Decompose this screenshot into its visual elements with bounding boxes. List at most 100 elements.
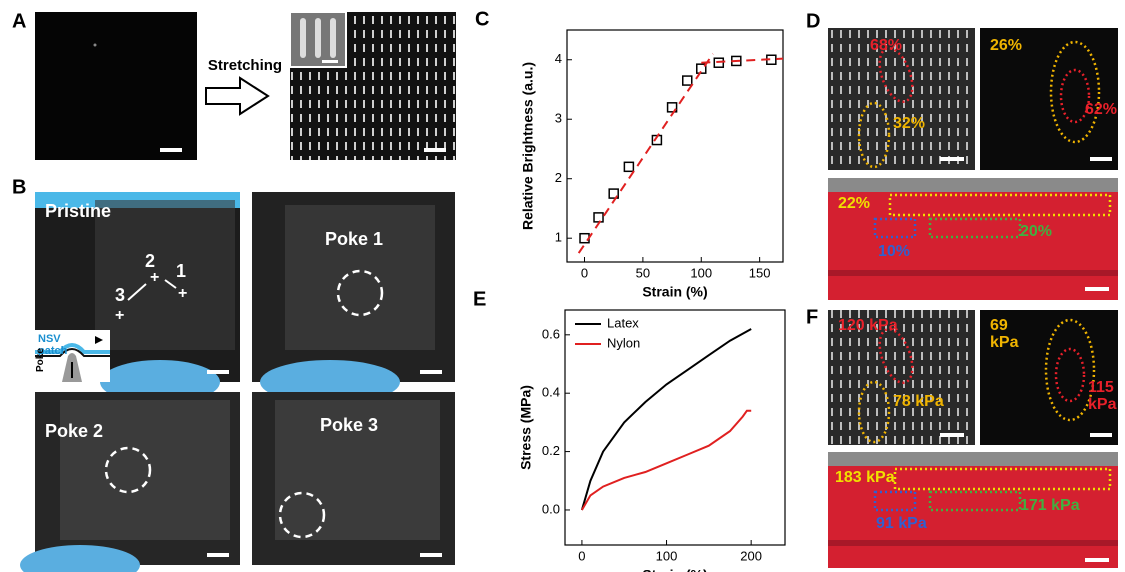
region-label: 26% xyxy=(990,37,1022,54)
data-point xyxy=(666,102,678,113)
region-label: 115 kPa xyxy=(1088,379,1117,413)
scale-bar xyxy=(1085,287,1109,291)
region-label: 91 kPa xyxy=(876,515,927,532)
scale-bar xyxy=(420,553,442,557)
x-tick-label: 0 xyxy=(578,548,585,563)
y-tick-label: 0.0 xyxy=(542,501,560,516)
x-tick-label: 0 xyxy=(581,265,588,280)
panel-label: F xyxy=(806,306,818,328)
photo xyxy=(252,192,455,404)
data-point xyxy=(593,212,604,223)
scale-bar xyxy=(940,157,964,161)
photo xyxy=(828,310,975,445)
photo xyxy=(252,392,455,565)
photo xyxy=(35,12,197,160)
panel-label: D xyxy=(806,10,820,32)
ellipse xyxy=(1049,40,1101,144)
photo xyxy=(980,28,1118,170)
inset-blob xyxy=(315,18,321,58)
ellipse xyxy=(1059,68,1091,124)
dotted-box xyxy=(888,193,1112,217)
speck xyxy=(93,43,97,47)
legend-label: Latex xyxy=(607,315,639,330)
scale-bar xyxy=(322,60,338,63)
data-point xyxy=(623,161,635,173)
scale-bar xyxy=(207,553,229,557)
legend-label: Nylon xyxy=(607,335,640,350)
region-label: 78 kPa xyxy=(893,393,944,410)
photo-label: Pristine xyxy=(45,201,111,221)
panel-label: E xyxy=(473,288,486,310)
region-label: 20% xyxy=(1020,223,1052,240)
y-axis-label: Relative Brightness (a.u.) xyxy=(520,62,536,230)
photo-label: Poke 1 xyxy=(325,229,383,249)
panel-label: C xyxy=(475,8,489,30)
fit-line xyxy=(577,53,714,254)
y-tick-label: 0.6 xyxy=(542,326,560,341)
data-point xyxy=(608,188,619,199)
photo-strip xyxy=(828,452,1118,466)
x-tick-label: 150 xyxy=(749,265,771,280)
point-label: 3 xyxy=(115,285,125,305)
inset-blob xyxy=(330,18,336,58)
data-line xyxy=(580,328,752,511)
ellipse xyxy=(857,101,891,169)
y-tick-label: 4 xyxy=(555,51,562,66)
y-tick-label: 0.2 xyxy=(542,443,560,458)
plot-frame xyxy=(564,309,786,546)
dotted-box xyxy=(928,217,1022,239)
marker: + xyxy=(115,307,124,324)
inset-label: Poke xyxy=(35,348,46,372)
arrow xyxy=(205,76,270,116)
region-label: 68% xyxy=(870,37,902,54)
x-axis-label: Strain (%) xyxy=(642,284,707,300)
y-tick-label: 0.4 xyxy=(542,385,560,400)
photo-label: Poke 3 xyxy=(320,415,378,435)
photo-strip xyxy=(828,270,1118,276)
inset-diagram xyxy=(35,330,110,382)
x-tick-label: 100 xyxy=(656,548,678,563)
scale-bar xyxy=(1090,433,1112,437)
y-tick-label: 3 xyxy=(555,111,562,126)
ellipse xyxy=(878,328,914,384)
dotted-box xyxy=(928,490,1022,512)
region-label: 120 kPa xyxy=(838,317,898,334)
photo xyxy=(828,28,975,170)
point-label: 1 xyxy=(176,261,186,281)
arrow xyxy=(127,283,147,301)
panel-label: B xyxy=(12,176,26,198)
x-tick-label: 200 xyxy=(740,548,762,563)
region-label: 10% xyxy=(878,243,910,260)
photo-label: Poke 2 xyxy=(45,421,103,441)
marker: + xyxy=(178,285,187,302)
data-point xyxy=(696,63,707,74)
arrow-text: Stretching xyxy=(208,57,282,74)
data-line xyxy=(581,409,752,511)
inset-blob xyxy=(300,18,306,58)
ellipse xyxy=(1054,347,1086,403)
dashed-circle xyxy=(104,446,152,494)
region-label: 171 kPa xyxy=(1020,497,1080,514)
data-point xyxy=(682,75,693,86)
scale-bar xyxy=(160,148,182,152)
dashed-circle xyxy=(336,269,384,317)
photo xyxy=(828,178,1118,300)
photo xyxy=(20,392,240,572)
plot-frame xyxy=(566,29,784,263)
region-label: 69 kPa xyxy=(990,317,1019,351)
photo xyxy=(35,192,240,404)
scale-bar xyxy=(420,370,442,374)
dashed-circle xyxy=(278,491,326,539)
photo-strip xyxy=(828,540,1118,546)
y-tick-label: 1 xyxy=(555,230,562,245)
region-label: 183 kPa xyxy=(835,469,895,486)
scale-bar xyxy=(1085,558,1109,562)
region-label: 62% xyxy=(1085,101,1117,118)
x-axis-label: Strain (%) xyxy=(642,567,707,572)
scale-bar xyxy=(207,370,229,374)
y-axis-label: Stress (MPa) xyxy=(518,385,534,470)
ellipse xyxy=(878,47,914,103)
inset-label: NSV patch xyxy=(38,333,68,357)
